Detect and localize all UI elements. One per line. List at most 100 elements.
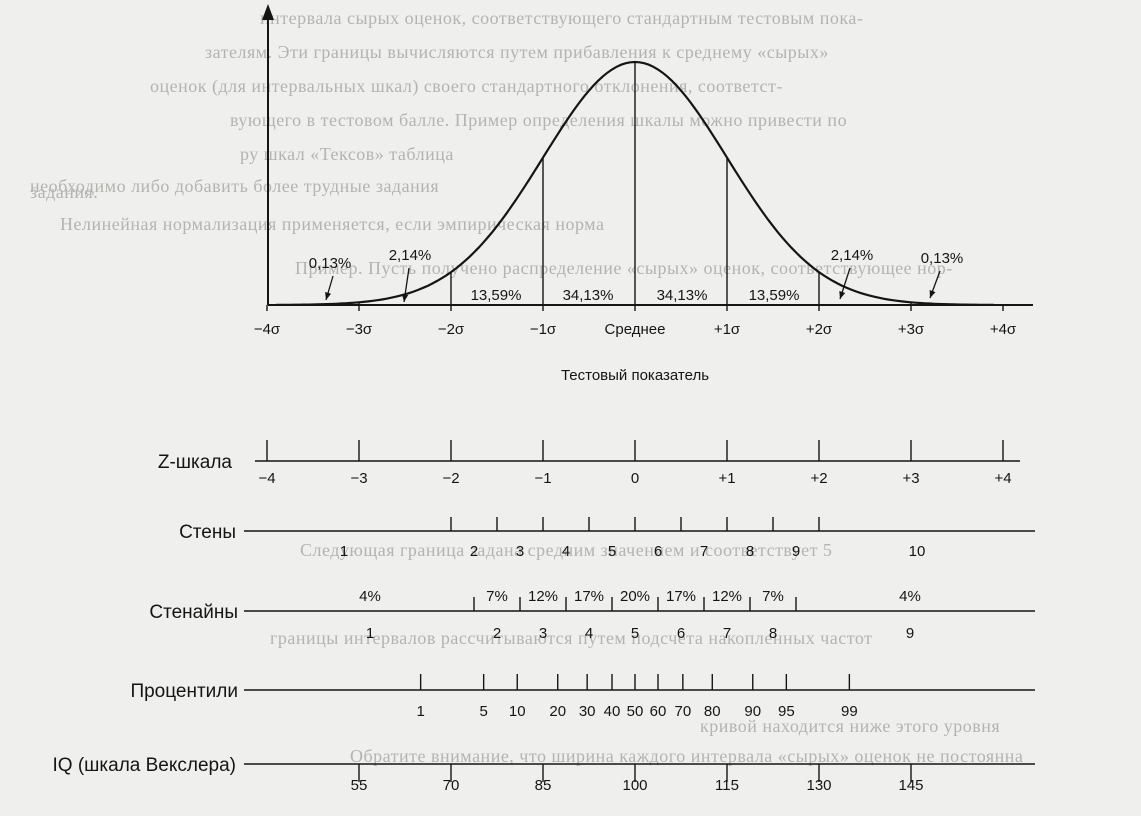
stanine-label: 7 (723, 625, 731, 642)
stanine-label: 9 (906, 625, 914, 642)
region-percent: 13,59% (749, 287, 800, 304)
percentile-label: 50 (627, 703, 644, 720)
percentile-scale-name: Процентили (130, 681, 238, 702)
bleed-text-line: оценок (для интервальных шкал) своего ст… (150, 76, 783, 96)
stanine-percent: 20% (620, 588, 650, 605)
iq-label: 55 (351, 777, 368, 794)
region-percent: 2,14% (831, 247, 874, 264)
leader-arrowhead (839, 291, 846, 299)
y-axis-arrow (262, 4, 274, 20)
leader-arrowhead (325, 292, 332, 300)
bleed-text-line: Нелинейная нормализация применяется, есл… (60, 214, 605, 234)
percentile-label: 60 (650, 703, 667, 720)
percentile-label: 80 (704, 703, 721, 720)
z-scale-label: −2 (442, 470, 459, 487)
percentile-label: 5 (479, 703, 487, 720)
bleed-text-line: границы интервалов рассчитываются путем … (270, 628, 873, 648)
region-percent: 0,13% (921, 250, 964, 267)
percentile-label: 1 (416, 703, 424, 720)
stanine-scale-name: Стенайны (149, 602, 238, 623)
z-scale-label: +4 (994, 470, 1011, 487)
percentile-label: 20 (549, 703, 566, 720)
z-scale-label: −1 (534, 470, 551, 487)
leader-arrowhead (929, 290, 936, 298)
z-scale-label: +1 (718, 470, 735, 487)
stanine-percent: 17% (666, 588, 696, 605)
sten-label: 3 (516, 543, 524, 560)
curve-axis-title: Тестовый показатель (561, 367, 709, 384)
stanine-label: 5 (631, 625, 639, 642)
stanine-percent: 12% (528, 588, 558, 605)
stanine-percent: 4% (359, 588, 381, 605)
region-percent: 34,13% (563, 287, 614, 304)
region-percent: 2,14% (389, 247, 432, 264)
stanine-percent: 12% (712, 588, 742, 605)
z-scale-label: 0 (631, 470, 639, 487)
bleed-text-line: Следующая граница задана средним значени… (300, 540, 833, 560)
stanine-label: 8 (769, 625, 777, 642)
sten-label: 4 (562, 543, 570, 560)
bleed-text-line: необходимо либо добавить более трудные з… (30, 176, 440, 196)
bleed-text-line: вующего в тестовом балле. Пример определ… (230, 110, 848, 130)
stanine-label: 2 (493, 625, 501, 642)
percentile-label: 99 (841, 703, 858, 720)
sten-label: 7 (700, 543, 708, 560)
curve-axis-label: −1σ (530, 321, 557, 338)
percentile-label: 90 (744, 703, 761, 720)
iq-label: 85 (535, 777, 552, 794)
curve-axis-label: −2σ (438, 321, 465, 338)
region-percent: 13,59% (471, 287, 522, 304)
curve-axis-label: +4σ (990, 321, 1017, 338)
percentile-label: 30 (579, 703, 596, 720)
stanine-label: 3 (539, 625, 547, 642)
curve-axis-label: +2σ (806, 321, 833, 338)
curve-axis-label: −3σ (346, 321, 373, 338)
sten-label: 2 (470, 543, 478, 560)
bleed-text-line: Пример. Пусть получено распределение «сы… (295, 258, 953, 278)
bleed-text-line: зателям. Эти границы вычисляются путем п… (205, 42, 829, 62)
z-scale-name: Z-шкала (158, 452, 233, 473)
iq-label: 130 (806, 777, 831, 794)
region-percent: 34,13% (657, 287, 708, 304)
stanine-percent: 7% (486, 588, 508, 605)
bleed-text-line: интервала сырых оценок, соответствующего… (260, 8, 864, 28)
iq-label: 145 (898, 777, 923, 794)
stanine-label: 4 (585, 625, 593, 642)
stanine-percent: 17% (574, 588, 604, 605)
sten-label: 8 (746, 543, 754, 560)
z-scale-label: −4 (258, 470, 275, 487)
curve-axis-label: +3σ (898, 321, 925, 338)
bleed-text-line: ру шкал «Тексов» таблица (240, 144, 454, 164)
region-percent: 0,13% (309, 255, 352, 272)
bleed-text-line: Обратите внимание, что ширина каждого ин… (350, 746, 1024, 766)
percentile-label: 70 (674, 703, 691, 720)
iq-label: 100 (622, 777, 647, 794)
sten-label: 1 (340, 543, 348, 560)
curve-axis-label: −4σ (254, 321, 281, 338)
percentile-label: 40 (604, 703, 621, 720)
iq-label: 115 (715, 777, 739, 794)
leader-arrowhead (401, 294, 409, 302)
iq-scale-name: IQ (шкала Векслера) (52, 755, 236, 776)
z-scale-label: −3 (350, 470, 367, 487)
z-scale-label: +3 (902, 470, 919, 487)
sten-label: 6 (654, 543, 662, 560)
sten-label: 5 (608, 543, 616, 560)
iq-label: 70 (443, 777, 460, 794)
stanine-label: 6 (677, 625, 685, 642)
stanine-label: 1 (366, 625, 374, 642)
sten-scale-name: Стены (179, 522, 236, 543)
sten-label: 9 (792, 543, 800, 560)
curve-axis-label: Среднее (605, 321, 666, 338)
z-scale-label: +2 (810, 470, 827, 487)
bleed-text-line: задания. (30, 182, 99, 202)
percentile-label: 95 (778, 703, 795, 720)
sten-label: 10 (909, 543, 926, 560)
percentile-label: 10 (509, 703, 526, 720)
curve-axis-label: +1σ (714, 321, 741, 338)
stanine-percent: 7% (762, 588, 784, 605)
stanine-percent: 4% (899, 588, 921, 605)
bleed-text-line: кривой находится ниже этого уровня (700, 716, 1001, 736)
